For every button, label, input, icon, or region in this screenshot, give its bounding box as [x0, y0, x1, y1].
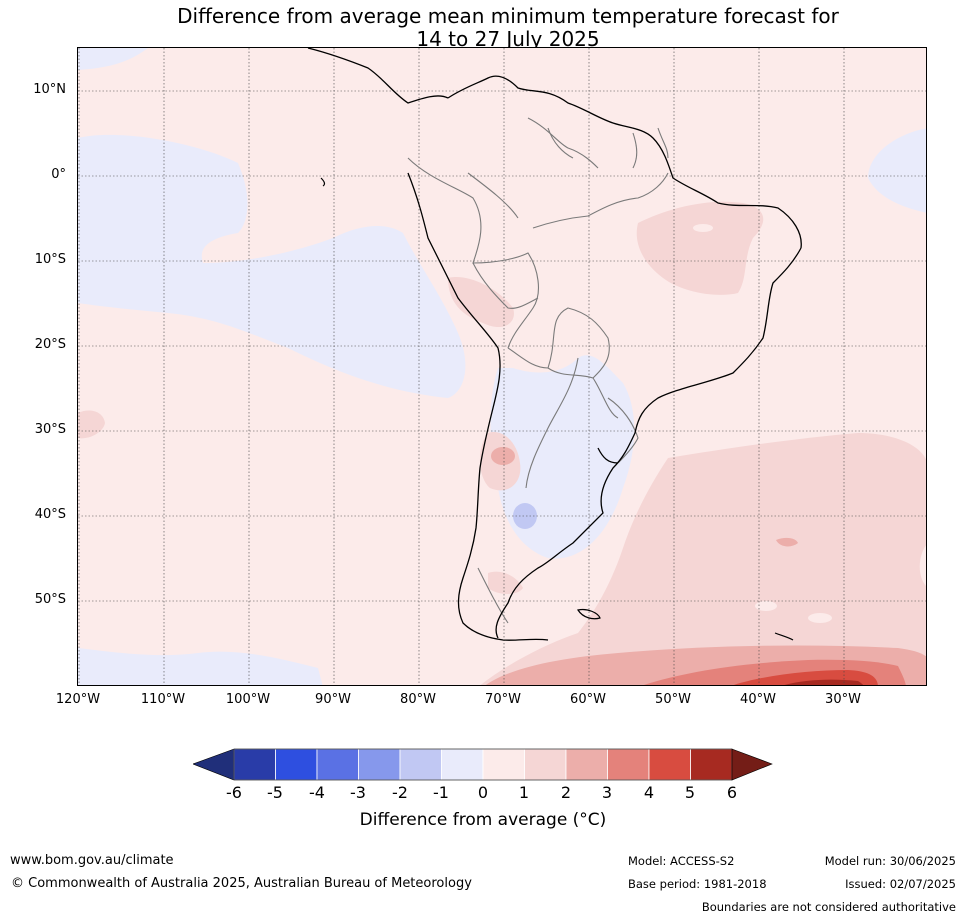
- latitude-label: 20°S: [34, 337, 66, 352]
- legend-tick-label: 5: [684, 783, 696, 802]
- longitude-label: 50°W: [655, 692, 691, 707]
- legend-tick-label: -4: [309, 783, 325, 802]
- legend-axis-label: Difference from average (°C): [359, 810, 607, 830]
- legend-tick-label: 1: [518, 783, 530, 802]
- anomaly-region-near-average-cool: [78, 48, 148, 70]
- website-link[interactable]: www.bom.gov.au/climate: [10, 853, 174, 868]
- copyright-text: © Commonwealth of Australia 2025, Austra…: [11, 876, 472, 891]
- legend-color-cell: [358, 748, 401, 781]
- anomaly-region-near-average-cool: [78, 648, 323, 685]
- legend-tick-label: -2: [392, 783, 408, 802]
- coastlines: [307, 48, 802, 641]
- color-legend-bar: [193, 748, 773, 781]
- legend-color-cell: [607, 748, 650, 781]
- latitude-label: 10°S: [34, 252, 66, 267]
- anomaly-region-warm-1-2: [78, 410, 105, 439]
- base-period: Base period: 1981-2018: [628, 877, 767, 891]
- legend-tick-label: 4: [643, 783, 655, 802]
- longitude-label: 80°W: [400, 692, 436, 707]
- longitude-label: 100°W: [225, 692, 271, 707]
- legend-color-cell: [565, 748, 608, 781]
- issued-date: Issued: 02/07/2025: [845, 877, 956, 891]
- longitude-label: 60°W: [570, 692, 606, 707]
- legend-color-cell: [441, 748, 484, 781]
- legend-tick-label: -6: [226, 783, 242, 802]
- latitude-label: 50°S: [34, 592, 66, 607]
- legend-color-cell: [648, 748, 691, 781]
- longitude-label: 110°W: [140, 692, 186, 707]
- legend-tick-label: 3: [601, 783, 613, 802]
- anomaly-region-near-average-warm: [755, 601, 777, 611]
- legend-tick-label: -5: [267, 783, 283, 802]
- legend-color-cell: [482, 748, 525, 781]
- legend-color-cell: [690, 748, 733, 781]
- longitude-label: 40°W: [740, 692, 776, 707]
- forecast-map: [77, 47, 927, 686]
- legend-color-cell: [316, 748, 359, 781]
- anomaly-region-warm-2-3: [491, 447, 515, 465]
- model-name: Model: ACCESS-S2: [628, 854, 735, 868]
- anomaly-region-near-average-cool: [868, 128, 926, 213]
- legend-low-extend-arrow: [193, 748, 235, 781]
- islands: [320, 177, 794, 641]
- legend-tick-label: 2: [560, 783, 572, 802]
- model-run-date: Model run: 30/06/2025: [824, 854, 956, 868]
- legend-tick-label: 6: [726, 783, 738, 802]
- legend-color-cell: [233, 748, 276, 781]
- anomaly-region-near-average-warm: [693, 224, 713, 232]
- longitude-label: 90°W: [315, 692, 351, 707]
- anomaly-region-warm-5-6: [784, 679, 864, 685]
- boundaries-disclaimer: Boundaries are not considered authoritat…: [701, 900, 956, 914]
- anomaly-region-warm-1-2: [448, 277, 514, 328]
- legend-tick-label: -1: [433, 783, 449, 802]
- legend-color-cell: [399, 748, 442, 781]
- graticule: [78, 48, 926, 685]
- legend-color-cell: [275, 748, 318, 781]
- anomaly-region-near-average-cool: [78, 134, 466, 398]
- latitude-label: 0°: [51, 167, 66, 182]
- latitude-label: 10°N: [33, 82, 66, 97]
- map-title-line-1: Difference from average mean minimum tem…: [177, 4, 839, 28]
- legend-high-extend-arrow: [731, 748, 773, 781]
- anomaly-region-warm-2-3: [776, 537, 798, 547]
- legend-color-cell: [524, 748, 567, 781]
- longitude-label: 30°W: [825, 692, 861, 707]
- anomaly-region-near-average-warm: [808, 613, 832, 623]
- anomaly-region-near-average-warm: [919, 545, 926, 586]
- anomaly-region-cool-1-2: [513, 503, 537, 529]
- legend-tick-label: 0: [477, 783, 489, 802]
- longitude-label: 70°W: [485, 692, 521, 707]
- longitude-label: 120°W: [55, 692, 101, 707]
- latitude-label: 40°S: [34, 507, 66, 522]
- legend-tick-label: -3: [350, 783, 366, 802]
- anomaly-region-warm-1-2: [488, 571, 523, 594]
- country-borders: [407, 117, 669, 624]
- anomaly-region-warm-1-2: [636, 201, 764, 295]
- latitude-label: 30°S: [34, 422, 66, 437]
